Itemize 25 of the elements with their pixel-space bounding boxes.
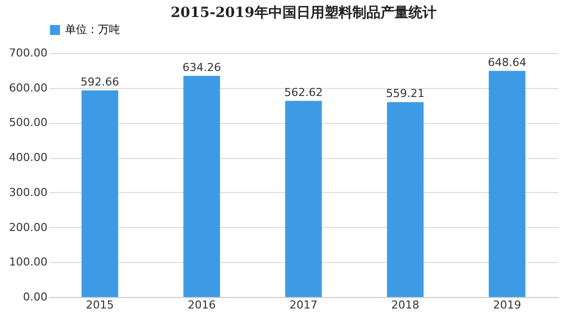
x-tick-label: 2018 <box>391 298 420 312</box>
bar <box>285 100 322 297</box>
y-tick-label: 500.00 <box>9 116 48 130</box>
data-label: 634.26 <box>182 60 221 74</box>
bar <box>386 102 424 297</box>
bar <box>82 90 118 297</box>
x-tick-label: 2019 <box>493 298 522 312</box>
bar <box>488 70 526 297</box>
data-label: 648.64 <box>488 56 526 69</box>
y-tick-label: 300.00 <box>9 186 48 199</box>
x-tick-label: 2015 <box>86 298 114 312</box>
y-tick-label: 600.00 <box>9 81 48 94</box>
data-label: 559.21 <box>386 87 425 100</box>
x-tick-label: 2017 <box>290 298 318 312</box>
y-tick-label: 100.00 <box>9 256 48 269</box>
chart-title: 2015-2019年中国日用塑料制品产量统计 <box>170 4 436 21</box>
bar <box>183 76 220 297</box>
x-tick-label: 2016 <box>188 298 216 312</box>
data-label: 562.62 <box>284 86 323 99</box>
y-tick-label: 0.00 <box>23 290 48 304</box>
y-tick-label: 400.00 <box>9 151 48 164</box>
data-label: 592.66 <box>80 75 120 88</box>
y-tick-label: 200.00 <box>9 220 48 234</box>
y-tick-label: 700.00 <box>9 46 48 60</box>
legend-label: 单位：万吨 <box>65 23 120 36</box>
